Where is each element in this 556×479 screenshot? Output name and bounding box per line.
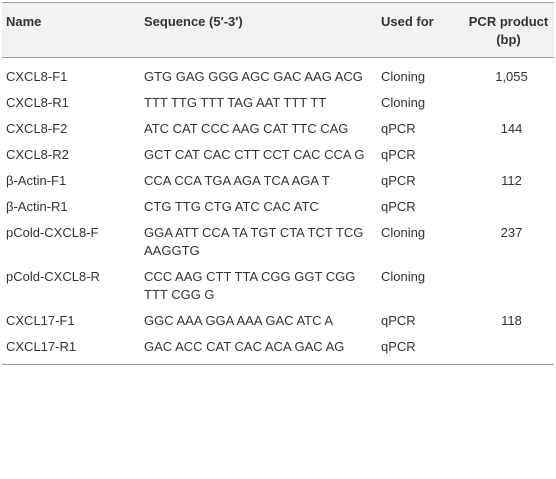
cell-sequence: GGA ATT CCA TA TGT CTA TCT TCG AAGGTG — [144, 225, 364, 258]
cell-name: CXCL8-R1 — [6, 95, 69, 110]
table-row: β-Actin-F1 CCA CCA TGA AGA TCA AGA T qPC… — [2, 168, 554, 194]
cell-sequence: GGC AAA GGA AAA GAC ATC A — [144, 313, 334, 328]
cell-pcr-product: 144 — [500, 121, 523, 136]
cell-used-for: qPCR — [381, 313, 416, 328]
cell-used-for: qPCR — [381, 339, 416, 354]
cell-name: β-Actin-R1 — [6, 199, 68, 214]
cell-sequence: CCA CCA TGA AGA TCA AGA T — [144, 173, 330, 188]
table-body: CXCL8-F1 GTG GAG GGG AGC GAC AAG ACG Clo… — [2, 58, 554, 365]
cell-used-for: Cloning — [381, 95, 426, 110]
cell-name: β-Actin-F1 — [6, 173, 67, 188]
cell-sequence: CTG TTG CTG ATC CAC ATC — [144, 199, 319, 214]
cell-name: CXCL8-F1 — [6, 69, 68, 84]
table-row: CXCL17-R1 GAC ACC CAT CAC ACA GAC AG qPC… — [2, 334, 554, 365]
primer-table-container: Name Sequence (5′-3′) Used for PCR produ… — [2, 2, 554, 365]
cell-sequence: TTT TTG TTT TAG AAT TTT TT — [144, 95, 327, 110]
table-row: CXCL8-R2 GCT CAT CAC CTT CCT CAC CCA G q… — [2, 142, 554, 168]
table-header: Name Sequence (5′-3′) Used for PCR produ… — [2, 2, 554, 58]
cell-used-for: Cloning — [381, 69, 426, 84]
table-row: CXCL8-F2 ATC CAT CCC AAG CAT TTC CAG qPC… — [2, 116, 554, 142]
header-pcr-product: PCR product (bp) — [463, 2, 554, 58]
cell-pcr-product: 112 — [501, 173, 522, 188]
header-name: Name — [2, 2, 140, 58]
cell-used-for: qPCR — [381, 121, 416, 136]
table-row: pCold-CXCL8-F GGA ATT CCA TA TGT CTA TCT… — [2, 220, 554, 264]
cell-pcr-product — [463, 90, 554, 116]
table-row: CXCL17-F1 GGC AAA GGA AAA GAC ATC A qPCR… — [2, 308, 554, 334]
cell-used-for: Cloning — [381, 225, 426, 240]
cell-name: CXCL17-R1 — [6, 339, 77, 354]
cell-sequence: CCC AAG CTT TTA CGG GGT CGG TTT CGG G — [144, 269, 356, 302]
cell-name: CXCL17-F1 — [6, 313, 75, 328]
cell-pcr-product: 1,055 — [495, 69, 528, 84]
cell-sequence: GAC ACC CAT CAC ACA GAC AG — [144, 339, 345, 354]
cell-name: pCold-CXCL8-R — [6, 269, 100, 284]
table-row: CXCL8-R1 TTT TTG TTT TAG AAT TTT TT Clon… — [2, 90, 554, 116]
cell-sequence: ATC CAT CCC AAG CAT TTC CAG — [144, 121, 349, 136]
cell-name: pCold-CXCL8-F — [6, 225, 99, 240]
header-used-for: Used for — [377, 2, 463, 58]
cell-name: CXCL8-F2 — [6, 121, 68, 136]
primer-table: Name Sequence (5′-3′) Used for PCR produ… — [2, 2, 554, 365]
header-row: Name Sequence (5′-3′) Used for PCR produ… — [2, 2, 554, 58]
cell-pcr-product — [463, 264, 554, 308]
cell-used-for: qPCR — [381, 147, 416, 162]
cell-pcr-product — [463, 194, 554, 220]
cell-pcr-product: 118 — [501, 313, 522, 328]
cell-sequence: GCT CAT CAC CTT CCT CAC CCA G — [144, 147, 365, 162]
cell-used-for: qPCR — [381, 199, 416, 214]
cell-pcr-product — [463, 142, 554, 168]
cell-pcr-product — [463, 334, 554, 365]
table-row: β-Actin-R1 CTG TTG CTG ATC CAC ATC qPCR — [2, 194, 554, 220]
table-row: pCold-CXCL8-R CCC AAG CTT TTA CGG GGT CG… — [2, 264, 554, 308]
cell-used-for: Cloning — [381, 269, 426, 284]
cell-name: CXCL8-R2 — [6, 147, 69, 162]
header-sequence: Sequence (5′-3′) — [140, 2, 377, 58]
cell-used-for: qPCR — [381, 173, 416, 188]
cell-pcr-product: 237 — [500, 225, 523, 240]
table-row: CXCL8-F1 GTG GAG GGG AGC GAC AAG ACG Clo… — [2, 58, 554, 91]
cell-sequence: GTG GAG GGG AGC GAC AAG ACG — [144, 69, 363, 84]
